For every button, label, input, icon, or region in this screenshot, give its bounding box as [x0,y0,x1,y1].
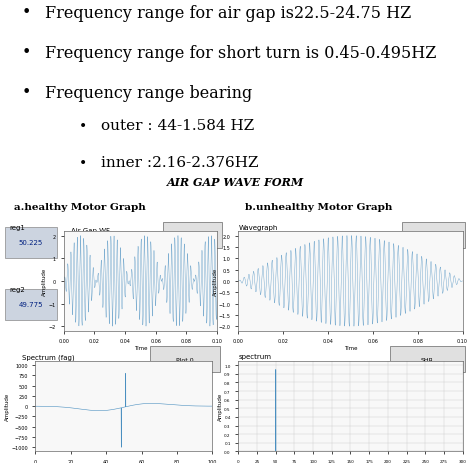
X-axis label: Time: Time [344,345,357,350]
Text: Spectrum (fag): Spectrum (fag) [22,353,75,360]
Y-axis label: Amplitude: Amplitude [212,267,218,295]
Text: inner :2.16-2.376HZ: inner :2.16-2.376HZ [101,156,259,169]
Text: reg2: reg2 [9,287,25,293]
Text: a.healthy Motor Graph: a.healthy Motor Graph [14,202,146,211]
X-axis label: Time: Time [134,345,147,350]
Text: 49.775: 49.775 [19,301,43,307]
Text: Air Gap WF: Air Gap WF [71,227,110,233]
FancyBboxPatch shape [402,222,465,249]
Y-axis label: Amplitude: Amplitude [42,267,48,295]
Text: Frequency range for short turn is 0.45-0.495HZ: Frequency range for short turn is 0.45-0… [45,45,436,62]
FancyBboxPatch shape [5,227,58,258]
Text: AIR GAP WAVE FORM: AIR GAP WAVE FORM [168,176,304,187]
Text: •: • [21,84,31,100]
Text: Frequency range for air gap is22.5-24.75 HZ: Frequency range for air gap is22.5-24.75… [45,5,411,22]
Text: •: • [21,45,31,60]
Y-axis label: Amplitude: Amplitude [5,392,10,420]
Text: •: • [78,156,87,169]
Text: •: • [21,5,31,20]
FancyBboxPatch shape [5,289,58,320]
Text: b.unhealthy Motor Graph: b.unhealthy Motor Graph [245,202,393,211]
Text: SHR: SHR [421,357,434,362]
Text: reg1: reg1 [9,225,25,231]
FancyBboxPatch shape [150,346,220,373]
Text: spectrum: spectrum [238,353,271,359]
Text: outer : 44-1.584 HZ: outer : 44-1.584 HZ [101,118,255,132]
Text: Sine: Sine [187,233,200,238]
Text: •: • [78,118,87,132]
Text: Wavegraph: Wavegraph [238,225,278,231]
Text: Time: Time [427,233,442,238]
Text: Plot 0: Plot 0 [176,357,194,362]
Y-axis label: Amplitude: Amplitude [218,392,223,420]
Text: 50.225: 50.225 [19,239,43,245]
Text: Frequency range bearing: Frequency range bearing [45,84,252,101]
FancyBboxPatch shape [163,222,222,249]
FancyBboxPatch shape [390,346,465,373]
